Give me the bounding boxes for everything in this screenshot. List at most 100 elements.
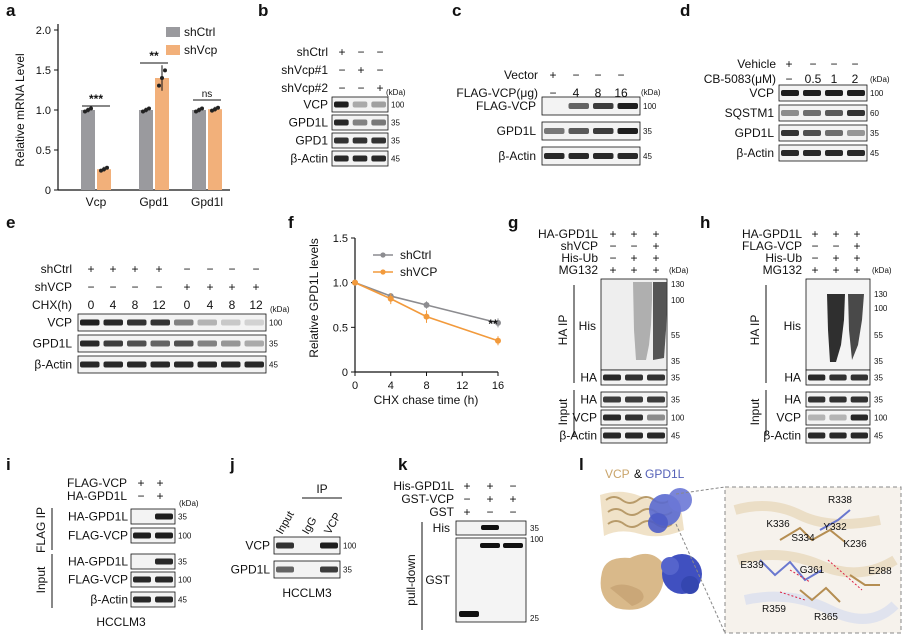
g-mw-1: 35 [671,374,680,383]
a-bar-Gpd1l-shCtrl [192,110,206,190]
g-band-4-2 [647,432,665,439]
g-sign-2-1: + [630,251,637,265]
d-mw-2: 35 [870,129,879,138]
g-ladder-55: 55 [671,331,680,340]
d-row-vehicle: Vehicle [737,57,776,71]
e-band-0-7 [244,319,264,326]
panel-l: l VCP & GPD1L [579,455,902,634]
panel-h: h HA-GPD1L FLAG-VCP His-Ub MG132 + + +− − +−… [700,213,892,444]
b-band-0-2 [371,101,386,108]
h-mw-2: 35 [874,396,883,405]
panel-j: j IP Input IgG VCP VCP 100 GPD1L 35 HCCLM3 [229,455,357,600]
b-sign-0-0: + [338,45,345,59]
h-ladder-130: 130 [874,290,888,299]
panel-e: e shCtrl shVCP CHX(h) + + + + − − − − − − − − + + + +0 4… [6,213,290,374]
c-sign-0-0: + [549,68,556,82]
k-mw-1: 100 [530,535,544,544]
e-sign-2-5: 4 [207,298,214,312]
h-row-2: His-Ub [765,251,802,265]
e-band-1-4 [174,340,194,347]
l-residue-R359: R359 [762,604,786,615]
g-mw-2: 35 [671,396,680,405]
g-row-1: shVCP [561,239,598,253]
e-band-1-0 [80,340,100,347]
sig-gpd1: ** [149,49,159,63]
k-gst-blot [455,537,527,623]
a-pt-Vcp-shCtrl-2 [89,106,93,111]
panel-label-g: g [508,213,518,232]
j-blot-label-0: VCP [245,539,270,553]
e-sign-2-1: 4 [110,298,117,312]
h-sign-1-1: − [832,239,839,253]
k-mw-0: 35 [530,524,539,533]
panel-f-ticks: 0 0.5 1.0 1.5 0 4 8 12 16 [333,233,504,392]
i-band-1-1 [155,532,173,539]
k-sign-0-2: − [509,479,516,493]
a-yticklabel-2: 1.0 [36,105,51,117]
g-band-2-1 [625,396,643,403]
c-blot-label-2: β-Actin [498,149,536,163]
j-blot-1 [273,560,341,579]
a-bar-Gpd1-shVcp [155,78,169,190]
b-band-3-0 [334,155,349,162]
e-sign-2-6: 8 [229,298,236,312]
c-band-2-1 [568,153,589,159]
g-blot-label-4: β-Actin [559,429,597,443]
i-section-input: Input [34,566,48,593]
d-blot-label-2: GPD1L [735,126,775,140]
k-sign-0-0: + [463,479,470,493]
a-pt-Gpd1-shCtrl-0 [141,109,145,114]
g-sign-3-0: + [609,263,616,277]
g-band-2-2 [647,396,665,403]
b-mw-1: 35 [391,119,400,128]
panel-label-f: f [288,213,294,232]
f-line-shVCP [354,281,499,342]
k-sign-0-1: + [486,479,493,493]
a-pt-Gpd1-shVcp-0 [157,83,161,88]
c-blot-2 [541,146,641,166]
c-blot-0 [541,96,641,116]
h-ladder-100: 100 [874,304,888,313]
e-blot-1 [77,334,267,353]
l-residue-G361: G361 [800,565,825,576]
b-sign-2-0: − [338,81,345,95]
d-blot-3 [778,144,868,162]
a-pt-Vcp-shCtrl-0 [83,109,87,114]
c-row-vector: Vector [504,68,538,82]
b-row-shvcp2: shVcp#2 [281,81,328,95]
i-blot-label-2: HA-GPD1L [68,555,128,569]
g-sign-0-1: + [630,227,637,241]
i-blots: HA-GPD1L 35 FLAG-VCP 100 HA-GPD1L 35 FLAG-VCP 1… [68,508,192,608]
c-mw-1: 35 [643,127,652,136]
panel-f-series [352,279,501,346]
e-band-0-5 [197,319,217,326]
i-band-1-0 [133,532,151,539]
i-blot-label-0: HA-GPD1L [68,510,128,524]
c-band-0-3 [617,103,638,109]
i-blot-3 [130,571,176,588]
h-section-input: Input [748,398,762,425]
e-sign-0-1: + [109,262,116,276]
e-mw-1: 35 [269,340,278,349]
b-blots: VCP 100 GPD1L 35 GPD1 35 β-Actin 45 [289,96,405,167]
g-band-4-0 [603,432,621,439]
d-sign-1-1: 0.5 [805,72,822,86]
e-mw-0: 100 [269,319,283,328]
f-line-shCtrl [354,281,499,324]
h-row-1: FLAG-VCP [742,239,802,253]
legend-swatch-shvcp [166,45,180,55]
h-blot-label-3: VCP [776,411,801,425]
b-band-1-1 [352,119,368,126]
g-his-smear-2 [633,282,652,360]
j-cell: HCCLM3 [282,586,332,600]
a-pt-Gpd1l-shCtrl-1 [197,108,201,112]
a-pt-Gpd1l-shCtrl-2 [200,106,204,111]
d-mw-1: 60 [870,109,879,118]
g-band-2-0 [603,396,621,403]
k-section: pull-down [404,554,418,605]
g-section-input: Input [556,398,570,425]
i-sign-0-0: + [137,476,144,490]
panel-label-e: e [6,213,15,232]
a-pt-Gpd1-shCtrl-1 [144,108,148,112]
b-sign-0-1: − [357,45,364,59]
